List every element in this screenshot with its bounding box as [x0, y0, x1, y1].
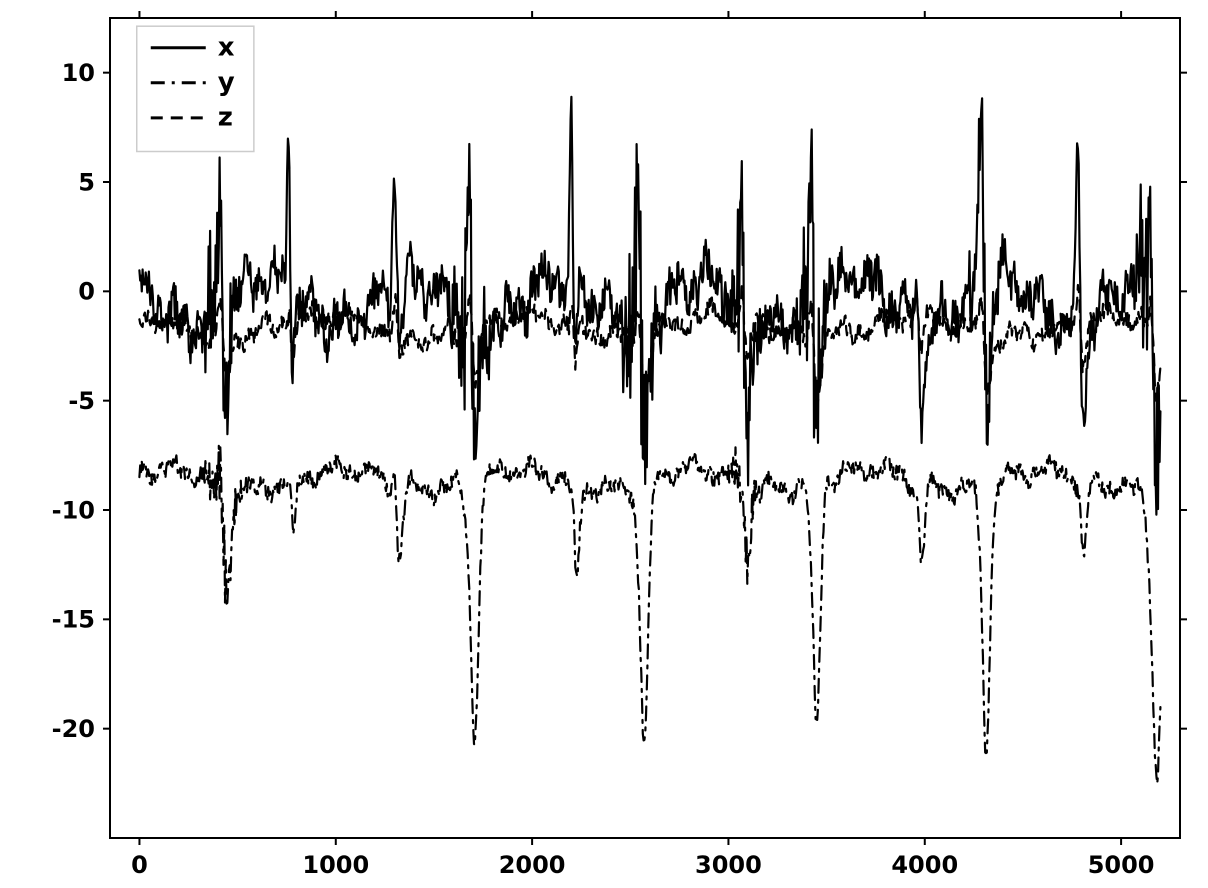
ytick-label: 10	[62, 59, 95, 87]
legend-label-z: z	[218, 103, 233, 133]
ytick-label: -10	[52, 496, 95, 524]
xtick-label: 2000	[499, 851, 566, 879]
xtick-label: 3000	[695, 851, 762, 879]
legend-label-y: y	[218, 68, 235, 98]
xtick-label: 1000	[302, 851, 369, 879]
series-x	[139, 97, 1160, 515]
legend: xyz	[137, 26, 254, 151]
ytick-label: 5	[78, 168, 95, 196]
xtick-label: 4000	[891, 851, 958, 879]
chart-svg: 0 1000 2000 3000 4000 5000 -20 -15 -10 -5 0 5 10 xyz	[0, 0, 1208, 888]
ytick-label: -5	[68, 387, 95, 415]
series-y	[139, 446, 1160, 784]
line-chart: 0 1000 2000 3000 4000 5000 -20 -15 -10 -5 0 5 10 xyz	[0, 0, 1208, 888]
ytick-label: -15	[52, 606, 95, 634]
ytick-label: 0	[78, 278, 95, 306]
legend-label-x: x	[218, 33, 235, 63]
ytick-label: -20	[52, 715, 95, 743]
xtick-label: 0	[131, 851, 148, 879]
xtick-label: 5000	[1088, 851, 1155, 879]
